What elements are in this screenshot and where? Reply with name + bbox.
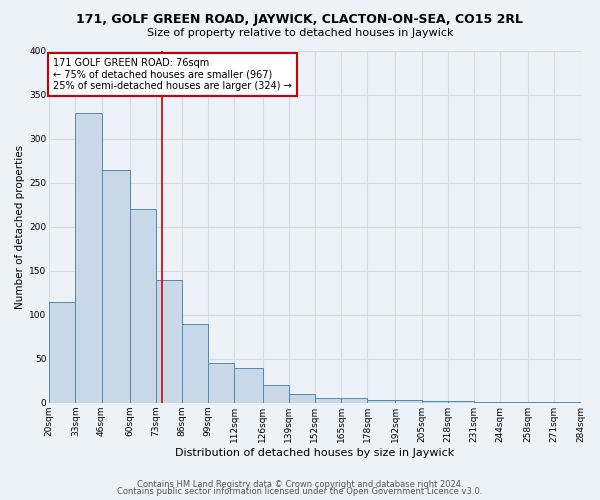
X-axis label: Distribution of detached houses by size in Jaywick: Distribution of detached houses by size … xyxy=(175,448,454,458)
Bar xyxy=(182,324,208,403)
Bar xyxy=(395,400,422,403)
Y-axis label: Number of detached properties: Number of detached properties xyxy=(15,145,25,309)
Text: Contains HM Land Registry data © Crown copyright and database right 2024.: Contains HM Land Registry data © Crown c… xyxy=(137,480,463,489)
Bar xyxy=(341,398,367,403)
Bar xyxy=(367,400,395,403)
Bar xyxy=(235,368,263,403)
Bar xyxy=(554,402,581,403)
Bar xyxy=(208,363,235,403)
Bar xyxy=(263,385,289,403)
Text: 171, GOLF GREEN ROAD, JAYWICK, CLACTON-ON-SEA, CO15 2RL: 171, GOLF GREEN ROAD, JAYWICK, CLACTON-O… xyxy=(77,12,523,26)
Bar xyxy=(130,210,156,403)
Bar xyxy=(528,402,554,403)
Text: Contains public sector information licensed under the Open Government Licence v3: Contains public sector information licen… xyxy=(118,488,482,496)
Bar xyxy=(448,401,474,403)
Bar xyxy=(156,280,182,403)
Bar xyxy=(474,402,500,403)
Bar xyxy=(422,401,448,403)
Bar xyxy=(315,398,341,403)
Bar xyxy=(49,302,76,403)
Bar xyxy=(500,402,528,403)
Bar xyxy=(76,112,101,403)
Bar xyxy=(289,394,315,403)
Text: Size of property relative to detached houses in Jaywick: Size of property relative to detached ho… xyxy=(147,28,453,38)
Bar xyxy=(101,170,130,403)
Text: 171 GOLF GREEN ROAD: 76sqm
← 75% of detached houses are smaller (967)
25% of sem: 171 GOLF GREEN ROAD: 76sqm ← 75% of deta… xyxy=(53,58,292,91)
